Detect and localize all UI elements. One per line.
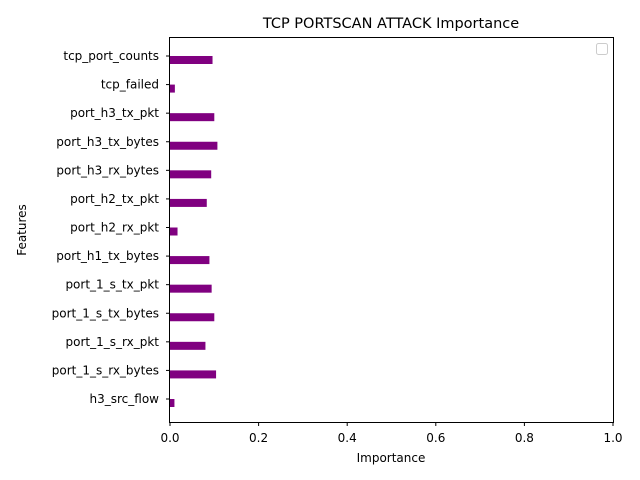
y-tick-label: tcp_failed xyxy=(101,78,159,92)
x-tick-group: 0.0 0.2 0.4 0.6 0.8 1.0 xyxy=(160,422,623,445)
y-tick-label: port_h3_tx_bytes xyxy=(56,135,159,149)
bar-tcp_failed xyxy=(170,84,175,93)
y-tick-label: port_h1_tx_bytes xyxy=(56,249,159,263)
bar-port_h1_tx_bytes xyxy=(170,256,210,265)
y-tick-label: port_1_s_tx_bytes xyxy=(52,306,159,320)
legend-box xyxy=(596,43,608,55)
plot-frame xyxy=(169,37,614,423)
bar-port_h3_tx_bytes xyxy=(170,141,218,150)
bar-port_1_s_tx_pkt xyxy=(170,284,212,293)
chart-title: TCP PORTSCAN ATTACK Importance xyxy=(262,16,519,32)
bar-port_1_s_tx_bytes xyxy=(170,313,215,322)
bar-port_h2_rx_pkt xyxy=(170,227,178,236)
y-tick-label: port_h3_tx_pkt xyxy=(70,106,159,120)
y-tick-label: port_h2_rx_pkt xyxy=(70,221,159,235)
y-tick-label: port_h2_tx_pkt xyxy=(70,192,159,206)
x-tick-label: 0.4 xyxy=(338,431,357,445)
x-axis-label: Importance xyxy=(357,451,426,465)
x-tick-label: 0.0 xyxy=(160,431,179,445)
bar-group xyxy=(170,56,218,407)
y-tick-label: port_1_s_tx_pkt xyxy=(65,278,159,292)
bar-h3_src_flow xyxy=(170,399,175,407)
y-tick-group: h3_src_flow port_1_s_rx_bytes port_1_s_rx_… xyxy=(52,49,170,406)
x-tick-label: 0.2 xyxy=(249,431,268,445)
y-axis-label: Features xyxy=(15,204,29,256)
x-tick-label: 1.0 xyxy=(603,431,622,445)
bar-port_1_s_rx_pkt xyxy=(170,341,206,350)
y-tick-label: tcp_port_counts xyxy=(63,49,159,63)
bar-port_h3_tx_pkt xyxy=(170,113,215,122)
bar-tcp_port_counts xyxy=(170,56,213,64)
y-tick-label: h3_src_flow xyxy=(90,392,160,406)
x-tick-label: 0.6 xyxy=(426,431,445,445)
y-tick-label: port_1_s_rx_pkt xyxy=(66,335,160,349)
bar-port_1_s_rx_bytes xyxy=(170,370,217,379)
bar-port_h2_tx_pkt xyxy=(170,198,207,207)
y-tick-label: port_h3_rx_bytes xyxy=(56,163,159,177)
x-tick-label: 0.8 xyxy=(515,431,534,445)
y-tick-label: port_1_s_rx_bytes xyxy=(52,363,159,377)
bar-port_h3_rx_bytes xyxy=(170,170,212,179)
